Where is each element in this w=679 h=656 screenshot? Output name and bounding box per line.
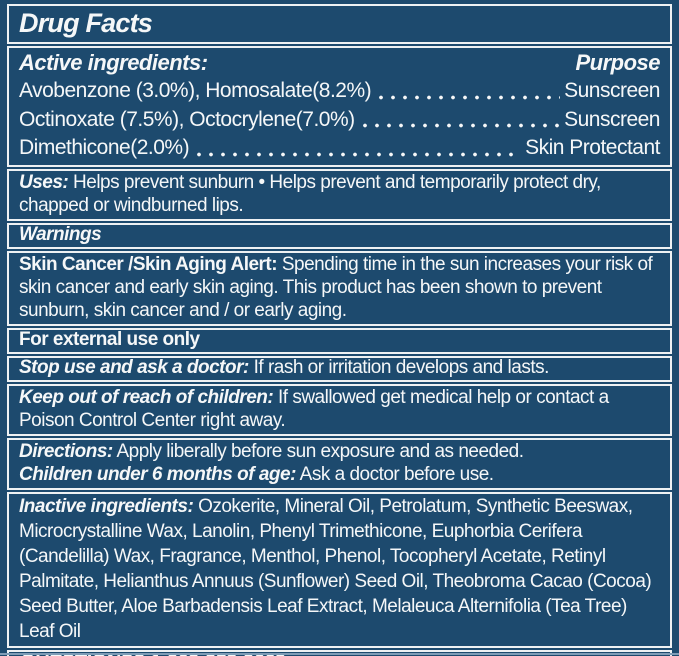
inactive-ingredients-label: Inactive ingredients: [19, 495, 194, 517]
stop-use-label: Stop use and ask a doctor: [19, 356, 249, 378]
questions-line: QUESTIONS? 1-203-858-2663 [19, 652, 660, 656]
ingredient-purpose: Sunscreen [564, 79, 660, 102]
active-ingredients-section: Active ingredients: Purpose Avobenzone (… [7, 46, 672, 167]
inactive-ingredients-text: Inactive ingredients: Ozokerite, Mineral… [19, 494, 660, 644]
uses-text: Uses: Helps prevent sunburn • Helps prev… [19, 171, 660, 217]
uses-body: Helps prevent sunburn • Helps prevent an… [19, 171, 601, 216]
children-under-6-label: Children under 6 months of age: [19, 463, 296, 485]
directions-text: Directions: Apply liberally before sun e… [19, 440, 660, 463]
active-ingredients-label: Active ingredients: [19, 50, 208, 75]
skin-cancer-alert-label: Skin Cancer /Skin Aging Alert: [19, 253, 278, 275]
active-ingredient-row: Dimethicone(2.0%) Skin Protectant [19, 134, 660, 163]
warnings-label: Warnings [19, 223, 102, 245]
active-ingredient-row: Octinoxate (7.5%), Octocrylene(7.0%) Sun… [19, 106, 660, 135]
dot-leader [193, 151, 522, 157]
external-use-label: For external use only [19, 328, 200, 350]
keep-out-text: Keep out of reach of children: If swallo… [19, 386, 660, 432]
ingredient-purpose: Skin Protectant [525, 136, 660, 159]
stop-use-body: If rash or irritation develops and lasts… [253, 356, 550, 378]
dot-leader [375, 94, 561, 100]
ingredient-name: Octinoxate (7.5%), Octocrylene(7.0%) [19, 107, 355, 131]
questions-phone-number: 1-203-858-2663 [149, 651, 285, 656]
uses-label: Uses: [19, 171, 69, 193]
children-under-6-body: Ask a doctor before use. [299, 463, 494, 485]
skin-cancer-alert-body: Spending time in the sun increases your … [19, 253, 653, 321]
keep-out-label: Keep out of reach of children: [19, 386, 274, 408]
stop-use-text: Stop use and ask a doctor: If rash or ir… [19, 356, 660, 378]
ingredient-purpose: Sunscreen [564, 107, 660, 131]
drug-facts-title: Drug Facts [19, 8, 153, 38]
questions-label: QUESTIONS? [19, 651, 145, 656]
ingredient-name: Avobenzone (3.0%), Homosalate(8.2%) [19, 79, 372, 102]
children-under-6-text: Children under 6 months of age: Ask a do… [19, 463, 660, 486]
keep-out-body: If swallowed get medical help or contact… [19, 386, 609, 431]
external-use-section: For external use only [7, 327, 672, 354]
active-ingredients-header: Active ingredients: Purpose [19, 48, 660, 77]
warnings-section: Warnings [7, 222, 672, 249]
uses-section: Uses: Helps prevent sunburn • Helps prev… [7, 168, 672, 221]
directions-label: Directions: [19, 440, 113, 462]
questions-section: QUESTIONS? 1-203-858-2663 [7, 649, 672, 656]
stop-use-section: Stop use and ask a doctor: If rash or ir… [7, 355, 672, 382]
active-ingredient-row: Avobenzone (3.0%), Homosalate(8.2%) Suns… [19, 77, 660, 106]
skin-cancer-alert-text: Skin Cancer /Skin Aging Alert: Spending … [19, 253, 660, 322]
ingredient-name: Dimethicone(2.0%) [19, 136, 190, 159]
purpose-column-header: Purpose [575, 50, 660, 75]
keep-out-of-reach-section: Keep out of reach of children: If swallo… [7, 383, 672, 436]
skin-cancer-alert-section: Skin Cancer /Skin Aging Alert: Spending … [7, 250, 672, 326]
inactive-ingredients-body: Ozokerite, Mineral Oil, Petrolatum, Synt… [19, 495, 652, 642]
drug-facts-title-section: Drug Facts [7, 4, 672, 44]
directions-section: Directions: Apply liberally before sun e… [7, 437, 672, 490]
inactive-ingredients-section: Inactive ingredients: Ozokerite, Mineral… [7, 491, 672, 648]
dot-leader [358, 123, 561, 128]
directions-body: Apply liberally before sun exposure and … [116, 440, 524, 462]
